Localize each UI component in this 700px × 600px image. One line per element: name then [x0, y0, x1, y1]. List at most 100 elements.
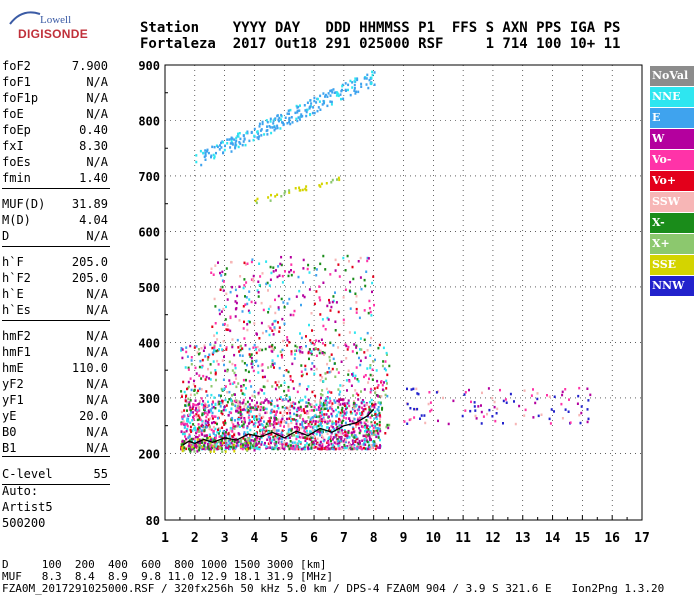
echo-point — [253, 432, 256, 436]
echo-point — [197, 403, 200, 406]
echo-point — [214, 406, 217, 410]
echo-point — [262, 401, 265, 404]
echo-point — [269, 326, 272, 330]
echo-point — [296, 345, 299, 349]
echo-point — [288, 436, 291, 439]
echo-point — [265, 411, 268, 414]
echo-point — [360, 401, 363, 405]
echo-point — [236, 424, 239, 428]
echo-point — [197, 423, 200, 426]
echo-point — [252, 439, 255, 443]
echo-point — [328, 298, 330, 302]
echo-point — [248, 139, 251, 143]
echo-point — [239, 142, 242, 145]
echo-point — [272, 333, 275, 336]
echo-point — [304, 109, 307, 112]
x-tick-label: 14 — [545, 531, 561, 546]
echo-point — [310, 440, 313, 443]
echo-point — [229, 429, 232, 432]
echo-point — [288, 112, 290, 115]
echo-point — [241, 446, 244, 449]
echo-point — [352, 447, 355, 450]
echo-point — [269, 437, 272, 440]
echo-point — [481, 391, 483, 395]
echo-point — [212, 273, 215, 276]
echo-point — [386, 382, 388, 385]
echo-point — [216, 447, 219, 451]
echo-point — [215, 151, 217, 155]
echo-point — [248, 412, 251, 415]
echo-point — [189, 425, 192, 429]
echo-point — [206, 442, 209, 446]
echo-point — [337, 176, 340, 180]
echo-point — [254, 404, 257, 407]
echo-point — [337, 447, 339, 450]
echo-point — [328, 355, 331, 359]
echo-point — [278, 366, 281, 370]
echo-point — [219, 405, 222, 408]
echo-point — [318, 285, 321, 288]
echo-point — [280, 419, 283, 422]
x-tick-label: 10 — [425, 531, 441, 546]
echo-point — [359, 337, 362, 340]
echo-point — [327, 441, 330, 444]
echo-point — [265, 119, 268, 122]
echo-point — [302, 281, 305, 284]
echo-point — [409, 407, 412, 410]
echo-point — [351, 373, 353, 376]
echo-point — [336, 442, 339, 446]
echo-point — [291, 418, 294, 421]
echo-point — [342, 398, 345, 401]
echo-point — [335, 433, 338, 437]
echo-point — [255, 402, 258, 406]
echo-point — [233, 450, 236, 453]
echo-point — [258, 417, 261, 421]
echo-point — [470, 400, 472, 404]
echo-point — [273, 428, 276, 432]
echo-point — [201, 412, 204, 415]
echo-point — [314, 439, 317, 442]
echo-point — [255, 351, 258, 355]
echo-point — [245, 378, 247, 382]
param-key: foEp — [2, 123, 31, 137]
param-row: foF2 7.900 — [2, 58, 108, 74]
echo-points — [180, 70, 592, 453]
echo-point — [353, 409, 356, 413]
param-key: h`Es — [2, 303, 31, 317]
echo-point — [192, 437, 195, 441]
echo-point — [534, 401, 537, 405]
echo-point — [266, 125, 268, 128]
echo-point — [281, 317, 284, 321]
echo-point — [343, 446, 346, 450]
echo-point — [240, 416, 243, 420]
param-row: hmF1 N/A — [2, 344, 108, 360]
echo-point — [280, 421, 283, 424]
echo-point — [309, 420, 312, 423]
echo-point — [190, 363, 193, 366]
echo-point — [229, 447, 232, 451]
echo-point — [356, 378, 359, 381]
echo-point — [225, 404, 228, 407]
echo-point — [222, 430, 225, 433]
echo-point — [284, 436, 287, 440]
echo-point — [313, 267, 316, 270]
echo-point — [257, 291, 260, 294]
echo-point — [308, 447, 311, 450]
echo-point — [335, 301, 338, 304]
echo-point — [374, 358, 376, 362]
echo-point — [260, 401, 263, 404]
echo-point — [281, 446, 284, 449]
echo-point — [242, 378, 245, 382]
echo-point — [206, 150, 208, 153]
echo-point — [339, 403, 342, 406]
echo-point — [242, 420, 245, 424]
echo-point — [286, 122, 289, 125]
echo-point — [274, 447, 277, 450]
echo-point — [209, 371, 212, 375]
echo-point — [312, 426, 315, 429]
echo-point — [360, 82, 363, 86]
echo-point — [377, 432, 380, 435]
echo-point — [353, 87, 356, 90]
echo-point — [242, 384, 245, 387]
echo-point — [221, 443, 224, 447]
